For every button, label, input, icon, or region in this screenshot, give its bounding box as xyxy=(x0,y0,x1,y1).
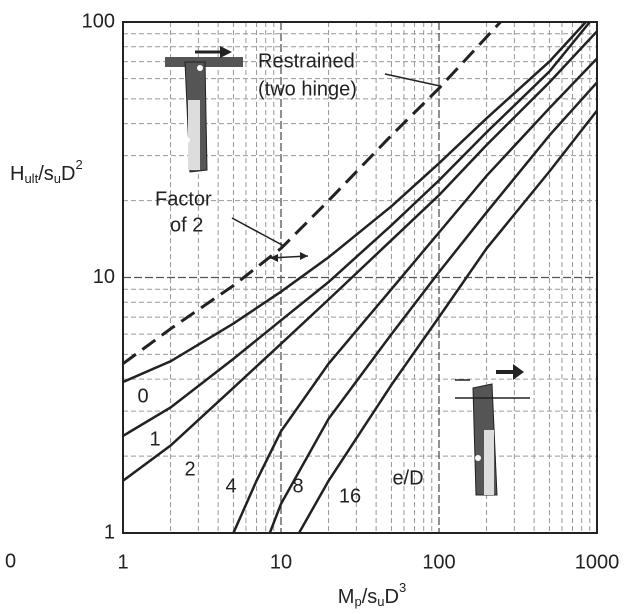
factor-arrowheads xyxy=(270,252,308,262)
series-line xyxy=(122,21,591,437)
y-tick-label: 10 xyxy=(93,266,115,288)
annotation: (two hinge) xyxy=(258,78,357,100)
curve-label: 2 xyxy=(184,458,195,480)
x-tick-label: 1000 xyxy=(575,551,620,573)
annotation: of 2 xyxy=(170,214,203,236)
curve-label: 16 xyxy=(339,485,361,507)
x-tick-label: 100 xyxy=(422,551,455,573)
x-tick-label: 1 xyxy=(117,551,128,573)
x-axis-title: Mp/suD3 xyxy=(338,580,406,609)
annotation: Factor xyxy=(155,188,212,210)
y-axis-title: Hult/suD2 xyxy=(10,157,83,186)
y-tick-label: 100 xyxy=(82,10,115,32)
curve-label: 0 xyxy=(137,385,148,407)
series-line xyxy=(268,81,598,534)
series-line xyxy=(122,20,502,365)
annotation-pointer xyxy=(231,217,285,247)
free-pile-icon xyxy=(455,364,530,496)
annotation: Restrained xyxy=(258,50,355,72)
x-tick-label: 10 xyxy=(270,551,292,573)
curve-label: 4 xyxy=(225,475,236,497)
restrained-pile-icon xyxy=(165,46,243,173)
curve-family-label: e/D xyxy=(392,467,423,489)
y-tick-label: 1 xyxy=(104,521,115,543)
edge-label: 0 xyxy=(5,550,16,572)
curve-label: 8 xyxy=(292,475,303,497)
annotation-pointer xyxy=(384,73,441,87)
series-line xyxy=(232,57,598,534)
series-line xyxy=(122,30,598,482)
series-line xyxy=(297,109,598,534)
plot-frame xyxy=(122,21,598,534)
curve-label: 1 xyxy=(149,428,160,450)
series-line xyxy=(122,21,587,384)
curves xyxy=(122,20,598,534)
